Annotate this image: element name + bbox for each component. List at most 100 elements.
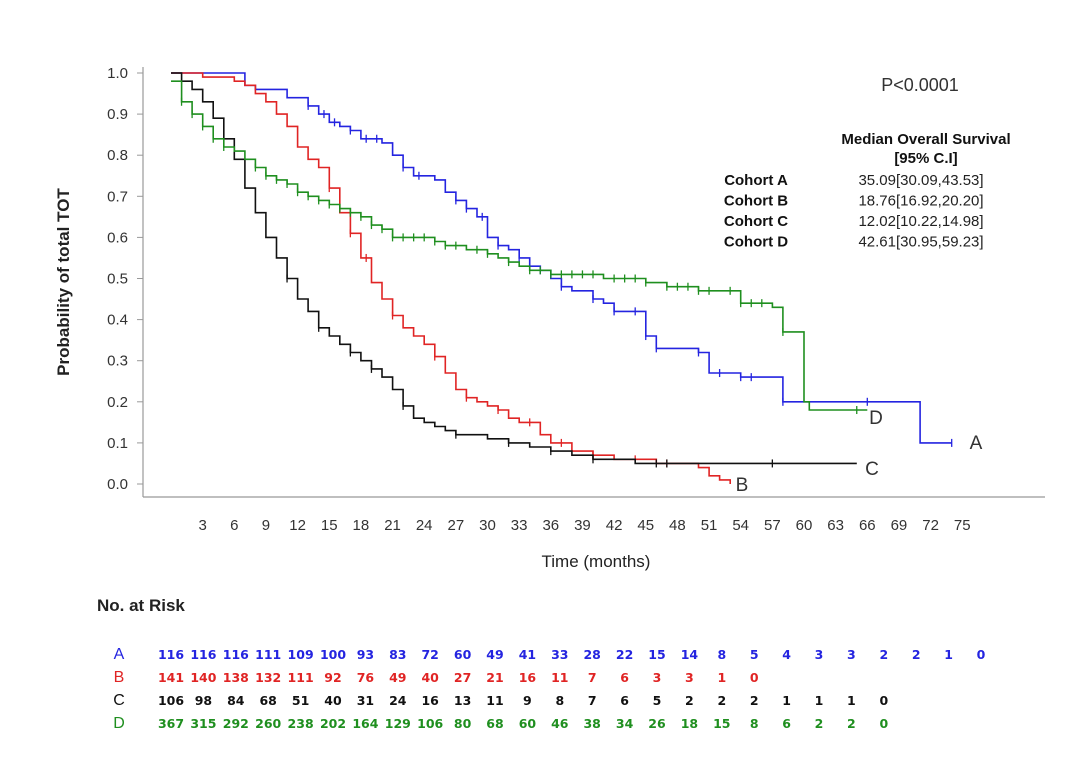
end-label-B: B <box>736 475 749 496</box>
risk-value-D: 238 <box>288 716 314 731</box>
risk-value-D: 26 <box>648 716 666 731</box>
x-tick-label: 12 <box>289 517 306 534</box>
y-tick-label: 0.6 <box>107 229 128 246</box>
risk-value-B: 21 <box>486 670 503 685</box>
risk-row-label-C: C <box>113 692 125 709</box>
x-tick-label: 72 <box>922 517 939 534</box>
series-C-curve <box>171 72 857 465</box>
risk-value-A: 116 <box>223 647 249 662</box>
risk-value-D: 34 <box>616 716 634 731</box>
risk-value-B: 76 <box>357 670 375 685</box>
x-tick-label: 66 <box>859 517 876 534</box>
risk-value-D: 15 <box>713 716 730 731</box>
risk-value-A: 22 <box>616 647 633 662</box>
risk-table-title: No. at Risk <box>97 596 185 615</box>
median-cohort-name: Cohort A <box>724 172 788 189</box>
risk-value-A: 1 <box>944 647 953 662</box>
risk-value-A: 2 <box>912 647 921 662</box>
risk-value-B: 141 <box>158 670 184 685</box>
median-cohort-value: 18.76[16.92,20.20] <box>858 193 983 210</box>
survival-curves: A B C D <box>171 72 983 496</box>
x-tick-label: 9 <box>262 517 270 534</box>
risk-value-D: 60 <box>519 716 537 731</box>
risk-value-C: 2 <box>750 693 759 708</box>
p-value-annotation: P<0.0001 <box>881 75 959 95</box>
y-tick-label: 0.2 <box>107 394 128 411</box>
x-tick-label: 60 <box>796 517 813 534</box>
y-axis-title: Probability of total TOT <box>54 188 73 376</box>
risk-value-B: 11 <box>551 670 568 685</box>
risk-value-D: 292 <box>223 716 249 731</box>
median-cohort-value: 42.61[30.95,59.23] <box>858 234 983 251</box>
end-label-A: A <box>970 433 983 454</box>
x-tick-label: 63 <box>827 517 844 534</box>
risk-row-label-D: D <box>113 715 125 732</box>
risk-value-D: 202 <box>320 716 346 731</box>
median-cohort-value: 12.02[10.22,14.98] <box>858 213 983 230</box>
risk-value-B: 92 <box>324 670 341 685</box>
series-A-curve <box>171 72 952 444</box>
risk-value-A: 49 <box>486 647 503 662</box>
x-tick-label: 27 <box>448 517 465 534</box>
risk-value-D: 367 <box>158 716 184 731</box>
risk-value-D: 260 <box>255 716 281 731</box>
y-tick-label: 0.7 <box>107 188 128 205</box>
x-tick-label: 57 <box>764 517 781 534</box>
median-cohort-value: 35.09[30.09,43.53] <box>858 172 983 189</box>
y-tick-label: 0.4 <box>107 312 128 329</box>
risk-value-C: 68 <box>259 693 276 708</box>
risk-value-C: 5 <box>653 693 662 708</box>
risk-value-D: 18 <box>681 716 698 731</box>
risk-value-D: 6 <box>782 716 791 731</box>
risk-value-A: 14 <box>681 647 699 662</box>
y-tick-label: 0.5 <box>107 271 128 288</box>
risk-value-A: 100 <box>320 647 346 662</box>
risk-value-C: 1 <box>815 693 824 708</box>
risk-value-A: 3 <box>815 647 824 662</box>
risk-value-A: 109 <box>288 647 314 662</box>
risk-value-A: 15 <box>648 647 665 662</box>
y-tick-label: 0.3 <box>107 353 128 370</box>
risk-value-A: 116 <box>190 647 216 662</box>
x-tick-label: 69 <box>891 517 908 534</box>
risk-row-label-B: B <box>114 669 125 686</box>
x-tick-label: 3 <box>198 517 206 534</box>
risk-value-C: 9 <box>523 693 532 708</box>
x-tick-label: 15 <box>321 517 338 534</box>
x-tick-label: 48 <box>669 517 686 534</box>
risk-value-A: 116 <box>158 647 184 662</box>
risk-value-C: 51 <box>292 693 309 708</box>
risk-value-D: 38 <box>583 716 600 731</box>
risk-value-C: 1 <box>847 693 856 708</box>
median-cohort-name: Cohort D <box>724 234 788 251</box>
risk-value-A: 93 <box>357 647 374 662</box>
risk-value-D: 315 <box>190 716 216 731</box>
x-tick-label: 30 <box>479 517 496 534</box>
risk-value-B: 0 <box>750 670 759 685</box>
risk-value-C: 13 <box>454 693 471 708</box>
risk-value-C: 98 <box>195 693 212 708</box>
risk-row-label-A: A <box>114 646 125 663</box>
median-table: Cohort A 35.09[30.09,43.53] Cohort B 18.76[… <box>724 172 984 251</box>
x-tick-label: 54 <box>732 517 749 534</box>
risk-value-C: 0 <box>879 693 888 708</box>
risk-value-C: 1 <box>782 693 791 708</box>
risk-value-C: 31 <box>357 693 374 708</box>
x-tick-label: 21 <box>384 517 401 534</box>
y-tick-labels: 0.0 0.1 0.2 0.3 0.4 0.5 0.6 0.7 0.8 0.9 1.0 <box>107 65 143 493</box>
median-header-line2: [95% C.I] <box>894 150 957 167</box>
risk-value-C: 6 <box>620 693 629 708</box>
risk-value-D: 68 <box>486 716 503 731</box>
risk-value-A: 5 <box>750 647 759 662</box>
risk-value-D: 0 <box>879 716 888 731</box>
risk-value-C: 84 <box>227 693 245 708</box>
risk-value-A: 8 <box>717 647 726 662</box>
risk-value-A: 0 <box>977 647 986 662</box>
y-tick-label: 1.0 <box>107 65 128 82</box>
risk-value-A: 28 <box>583 647 600 662</box>
risk-value-C: 11 <box>486 693 503 708</box>
risk-value-B: 27 <box>454 670 471 685</box>
x-tick-label: 39 <box>574 517 591 534</box>
x-tick-labels: 3 6 9 12 15 18 21 24 27 30 33 36 39 42 45 48 51 54 57 60 63 6… <box>198 517 970 534</box>
